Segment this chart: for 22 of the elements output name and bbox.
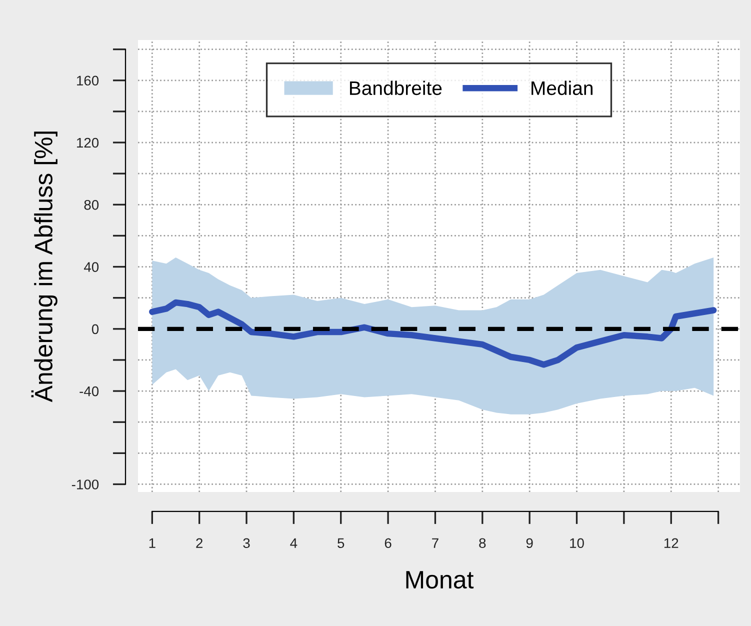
x-tick-label: 5 <box>338 538 344 548</box>
x-tick-label: 7 <box>432 538 438 548</box>
y-tick-label: -40 <box>80 386 99 396</box>
y-tick-label: 40 <box>84 262 99 272</box>
y-tick-label: 80 <box>84 200 99 210</box>
x-axis-title: Monat <box>406 571 474 589</box>
y-tick-label: 120 <box>77 138 99 148</box>
x-tick-label: 9 <box>526 538 533 548</box>
x-tick-label: 4 <box>290 538 298 548</box>
x-tick-label: 3 <box>243 538 250 548</box>
legend-label: Median <box>532 80 592 96</box>
x-tick-label: 12 <box>664 538 678 548</box>
y-axis-title: Änderung im Abfluss [%] <box>31 132 58 402</box>
y-tick-label: 0 <box>92 324 99 334</box>
x-tick-label: 2 <box>196 538 202 548</box>
y-tick-label: 160 <box>77 76 99 86</box>
y-tick-label: -100 <box>72 480 99 490</box>
x-tick-label: 1 <box>149 538 156 548</box>
legend-label: Bandbreite <box>350 80 442 96</box>
x-tick-label: 6 <box>384 538 392 548</box>
x-tick-label: 10 <box>570 538 584 548</box>
x-tick-label: 8 <box>479 538 486 548</box>
